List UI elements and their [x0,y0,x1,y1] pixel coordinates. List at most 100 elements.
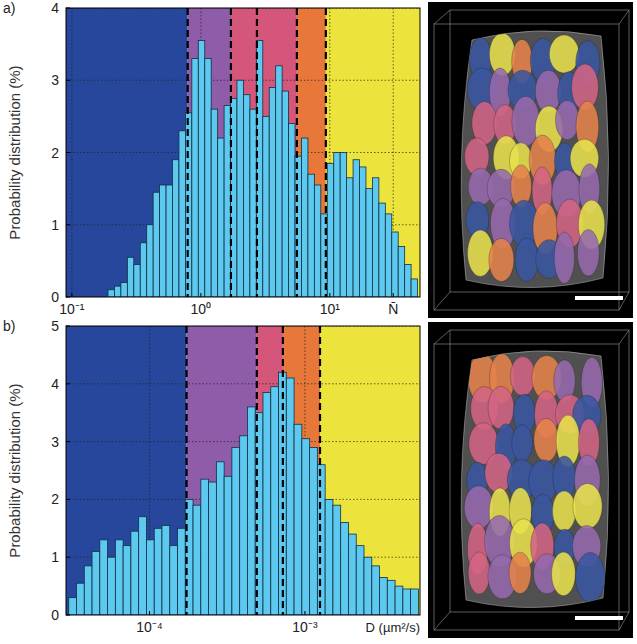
panel-label: a) [3,0,15,16]
volume-overlay [461,31,608,288]
histogram-bar [166,185,172,297]
plot-area [66,326,420,615]
tick-mark [71,293,72,297]
histogram-bar [405,264,411,297]
histogram-bar [385,214,391,297]
plot-frame [66,326,420,615]
wire-edge [619,292,629,310]
histogram-bar [170,546,178,615]
histogram-bar [347,178,353,297]
histogram-bar [123,546,131,615]
histogram-bar [372,178,378,297]
histogram-bar [411,279,417,297]
histogram-bar [76,583,84,615]
band [283,326,320,615]
histogram-bar [340,153,346,298]
histogram-bar [250,109,256,297]
histogram-bar [282,91,288,297]
histogram-bar [308,174,314,297]
band [320,326,420,615]
histogram-bar [173,160,179,297]
histogram-bar [289,124,295,297]
tick-label: 10⁰ [191,301,212,317]
tick-mark [329,293,330,297]
render-background [428,2,633,318]
histogram-bar [263,116,269,297]
wireframe [434,10,629,310]
tick-label: 1 [51,217,59,233]
tick-label: 4 [51,376,59,392]
histogram-bar [139,517,147,615]
tick-label: 10⁻⁴ [136,619,163,635]
histogram-bar [286,378,294,615]
histogram-bar [209,482,217,615]
histogram-bar [366,189,372,297]
histogram-bar [276,66,282,297]
tick-mark [66,615,70,616]
histogram-bar [314,185,320,297]
tick-mark [66,80,70,81]
histogram-bar [178,528,186,615]
wire-edge [619,612,629,630]
histogram-bar [263,392,271,615]
histogram-bar [398,246,404,297]
wire-back [450,330,629,612]
histogram-bar [240,436,248,615]
wire-edge [619,10,629,24]
threshold-line [256,8,258,297]
tick-mark [393,293,394,297]
histogram-bar [237,80,243,297]
band [66,326,187,615]
wire-back [450,10,629,292]
tick-label: N̄ [388,301,398,317]
histogram-bar [69,598,77,615]
histogram-bar [379,203,385,297]
histogram-bar [127,257,133,297]
tick-label: 0 [51,289,59,305]
histogram-bar [134,264,140,297]
histogram-bar [411,589,419,615]
tick-mark [66,441,70,442]
histogram-bar [224,476,232,615]
volume-overlay [461,351,608,608]
tick-label: 0 [51,607,59,623]
scale-bar [575,616,623,620]
tick-mark [66,326,70,327]
histogram-bar [327,163,333,297]
histogram-bar [392,232,398,297]
threshold-line [325,8,327,297]
tick-label: 1 [51,549,59,565]
threshold-line [256,326,258,615]
grid-line [71,8,72,297]
histogram-bar [348,534,356,615]
wireframe [434,330,629,630]
histogram-bar [294,424,302,615]
histogram-bar [100,540,108,615]
histogram-bar [192,59,198,297]
panel-1: 01234510⁻⁴10⁻³D (µm²/s)Probability distr… [3,318,420,635]
wire-front [434,344,619,630]
histogram-bar [108,290,114,297]
histogram-bar [301,138,307,297]
histogram-bar [162,525,170,615]
band [188,8,231,297]
volume [461,351,608,608]
histogram-bar [325,499,333,615]
histogram-bar [269,87,275,297]
histogram-bar [198,41,204,297]
histogram-bar [153,192,159,297]
histogram-bar [334,153,340,298]
axis-title: D (µm²/s) [366,620,420,635]
histogram-bar [115,540,123,615]
wire-edge [434,292,450,310]
tick-mark [66,383,70,384]
tick-label: 10⁻¹ [59,301,85,317]
threshold-line [282,326,284,615]
histogram-bar [364,557,372,615]
histogram-bar [92,551,100,615]
axis-title: Probability distribution (%) [6,383,23,557]
volume [461,31,608,288]
band [231,8,297,297]
histogram-bar [243,95,249,297]
histogram-bar [380,577,388,615]
